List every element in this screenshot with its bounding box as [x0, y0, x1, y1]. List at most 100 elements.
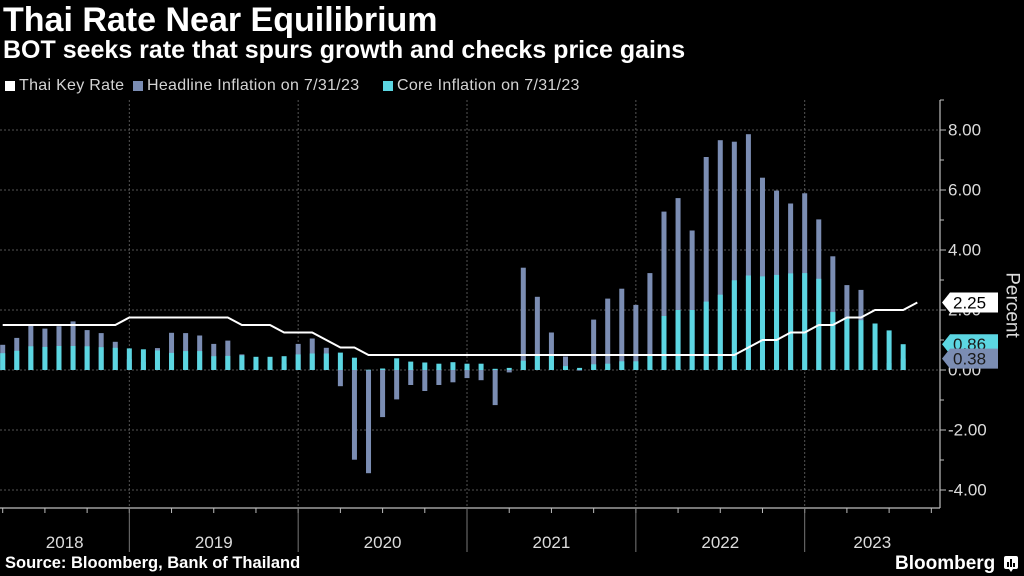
- y-axis-title: Percent: [1002, 272, 1023, 338]
- year-label: 2022: [701, 533, 739, 552]
- core-inflation-bar: [858, 320, 864, 370]
- bloomberg-logo: Bloomberg: [895, 553, 1019, 574]
- headline-inflation-bar: [169, 332, 175, 370]
- core-inflation-bar: [211, 356, 217, 370]
- headline-inflation-bar: [351, 370, 357, 460]
- core-inflation-bar: [169, 352, 175, 370]
- last-value-tag: 0.38: [942, 348, 998, 369]
- legend-swatch-core-inflation: [383, 81, 393, 91]
- core-inflation-bar: [464, 363, 470, 370]
- y-axis-ticks: [940, 99, 946, 491]
- core-inflation-bar: [126, 348, 132, 370]
- core-inflation-bar: [337, 352, 343, 370]
- core-inflation-bar: [534, 355, 540, 370]
- core-inflation-bar: [140, 349, 146, 370]
- source-note: Source: Bloomberg, Bank of Thailand: [5, 554, 301, 572]
- headline-inflation-bar: [422, 370, 428, 391]
- core-inflation-bar: [380, 368, 386, 370]
- headline-inflation-bar: [534, 296, 540, 370]
- core-inflation-bar: [548, 354, 554, 370]
- headline-inflation-bar: [436, 370, 442, 385]
- core-inflation-bar: [28, 346, 34, 370]
- core-inflation-bar: [295, 354, 301, 370]
- core-inflation-bar: [717, 294, 723, 370]
- headline-inflation-bar: [745, 134, 751, 370]
- core-inflation-bar: [619, 361, 625, 370]
- chart-bubble-icon: [1004, 556, 1019, 572]
- headline-inflation-bar: [450, 370, 456, 383]
- core-inflation-bar: [281, 356, 287, 370]
- core-inflation-bar: [56, 346, 62, 370]
- core-inflation-bar: [872, 323, 878, 370]
- last-value-tag: 2.25: [942, 292, 998, 313]
- core-inflation-bar: [154, 350, 160, 370]
- last-value-tag-label: 0.38: [953, 350, 986, 369]
- y-tick-label: 4.00: [948, 241, 981, 260]
- core-inflation-bar: [253, 356, 259, 370]
- core-inflation-bar: [731, 280, 737, 370]
- headline-inflation-bar: [619, 288, 625, 370]
- core-inflation-bar: [98, 347, 104, 370]
- year-label: 2020: [364, 533, 402, 552]
- headline-inflation-bar: [647, 273, 653, 370]
- headline-inflation-bar: [591, 319, 597, 370]
- core-inflation-bar: [689, 310, 695, 370]
- year-label: 2023: [853, 533, 891, 552]
- key-rate-line: [2, 301, 918, 356]
- last-value-tag-shape: [942, 292, 998, 313]
- headline-inflation-bar: [478, 370, 484, 381]
- core-inflation-bar: [450, 362, 456, 370]
- last-value-tags: 2.250.860.38: [942, 292, 998, 369]
- core-inflation-bars: [0, 273, 906, 371]
- headline-inflation-bar: [464, 370, 470, 379]
- headline-inflation-bar: [731, 141, 737, 370]
- core-inflation-bar: [112, 347, 118, 370]
- core-inflation-bar: [422, 362, 428, 370]
- core-inflation-bar: [563, 366, 568, 370]
- core-inflation-bar: [267, 356, 273, 370]
- core-inflation-bar: [436, 363, 442, 370]
- year-label: 2021: [532, 533, 570, 552]
- core-inflation-bar: [633, 361, 639, 370]
- core-inflation-bar: [323, 353, 329, 370]
- core-inflation-bar: [225, 355, 231, 370]
- core-inflation-bar: [886, 330, 892, 370]
- year-label: 2019: [195, 533, 233, 552]
- headline-inflation-bar: [689, 230, 695, 370]
- last-value-tag-label: 2.25: [953, 294, 986, 313]
- y-tick-label: -4.00: [948, 481, 987, 500]
- core-inflation-bar: [802, 273, 808, 370]
- core-inflation-bar: [309, 353, 315, 370]
- legend-item-headline-inflation: Headline Inflation on 7/31/23: [133, 78, 359, 94]
- core-inflation-bar: [577, 367, 583, 370]
- core-inflation-bar: [366, 369, 372, 371]
- core-inflation-bar: [675, 310, 681, 370]
- y-tick-label: 6.00: [948, 181, 981, 200]
- core-inflation-bar: [14, 350, 20, 370]
- gridlines: [0, 100, 940, 508]
- headline-inflation-bar: [759, 177, 765, 370]
- headline-inflation-bar: [661, 211, 667, 370]
- legend-label-core-inflation: Core Inflation on 7/31/23: [397, 77, 580, 94]
- headline-inflation-bar: [520, 267, 526, 370]
- headline-inflation-bar: [548, 332, 554, 370]
- headline-inflation-bar: [394, 370, 400, 400]
- core-inflation-bar: [844, 317, 850, 370]
- core-inflation-bar: [774, 274, 780, 370]
- core-inflation-bar: [900, 344, 906, 370]
- brand-name: Bloomberg: [895, 553, 996, 574]
- x-axis-year-labels: 2018 2019 2020 2021 2022 2023: [46, 508, 891, 552]
- core-inflation-bar: [239, 355, 245, 370]
- core-inflation-bar: [830, 312, 836, 370]
- core-inflation-bar: [605, 363, 611, 370]
- core-inflation-bar: [703, 301, 709, 370]
- core-inflation-bar: [408, 361, 414, 370]
- core-inflation-bar: [745, 275, 751, 370]
- headline-inflation-bar: [380, 370, 386, 418]
- headline-inflation-bar: [225, 340, 231, 370]
- legend-item-key-rate: Thai Key Rate: [5, 78, 124, 94]
- headline-inflation-bar: [633, 304, 639, 370]
- legend-label-headline-inflation: Headline Inflation on 7/31/23: [147, 77, 360, 94]
- headline-inflation-bars: [0, 134, 906, 474]
- headline-inflation-bar: [605, 298, 611, 370]
